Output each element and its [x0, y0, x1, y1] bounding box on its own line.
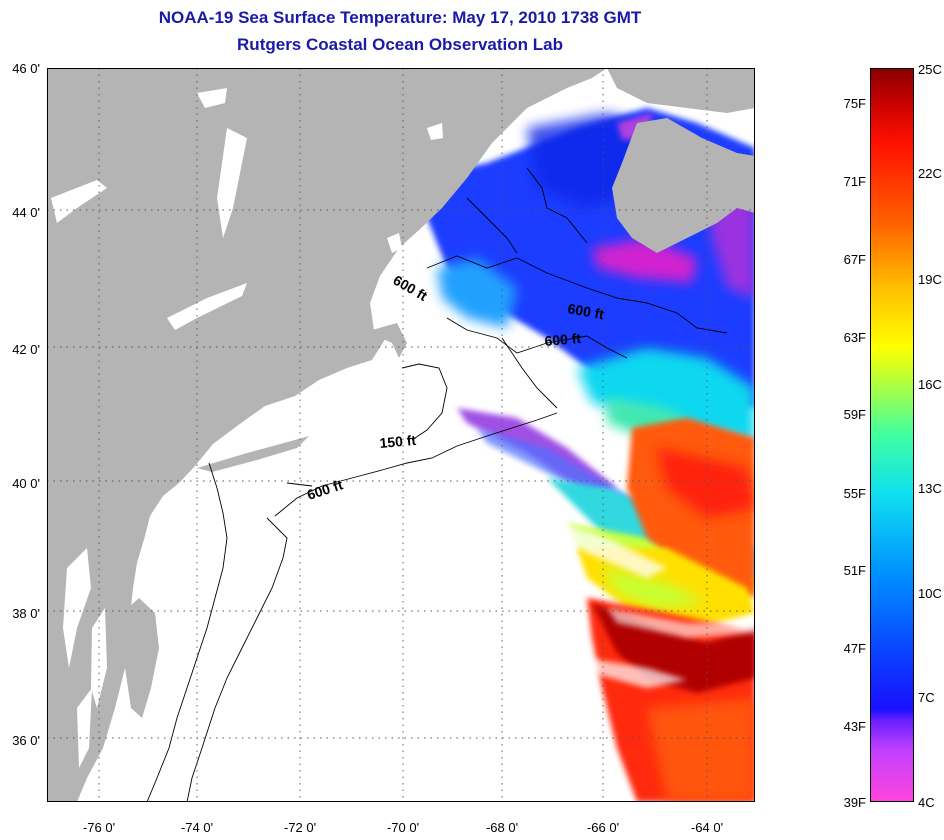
lat-label-44: 44 0' — [12, 205, 40, 220]
chart-title: NOAA-19 Sea Surface Temperature: May 17,… — [158, 8, 642, 27]
contour-label-150ft: 150 ft — [379, 432, 417, 451]
isobath-contours — [146, 167, 728, 802]
lon-label-66: -66 0' — [586, 820, 620, 835]
colorbar-label-63f: 63F — [843, 330, 866, 345]
colorbar-label-47f: 47F — [843, 641, 866, 656]
colorbar-label-10c: 10C — [918, 586, 942, 601]
lat-label-42: 42 0' — [12, 342, 40, 357]
lon-label-76: -76 0' — [82, 820, 116, 835]
lon-label-70: -70 0' — [386, 820, 420, 835]
sst-imagery — [417, 108, 755, 802]
colorbar-label-13c: 13C — [918, 481, 942, 496]
colorbar-label-7c: 7C — [918, 690, 935, 705]
land — [47, 68, 755, 802]
temperature-colorbar — [870, 68, 914, 802]
colorbar-label-22c: 22C — [918, 166, 942, 181]
colorbar-label-55f: 55F — [843, 486, 866, 501]
colorbar-label-59f: 59F — [843, 407, 866, 422]
lon-label-72: -72 0' — [283, 820, 317, 835]
graticule — [47, 68, 755, 802]
isobath-150ft-south — [146, 462, 228, 802]
colorbar-label-4c: 4C — [918, 795, 935, 810]
lat-label-36: 36 0' — [12, 733, 40, 748]
lat-label-40: 40 0' — [12, 476, 40, 491]
lon-label-74: -74 0' — [180, 820, 214, 835]
colorbar-label-51f: 51F — [843, 563, 866, 578]
colorbar-label-71f: 71F — [843, 174, 866, 189]
map-frame — [47, 68, 755, 802]
colorbar-label-67f: 67F — [843, 252, 866, 267]
colorbar-label-75f: 75F — [843, 96, 866, 111]
contour-label-600ft-3: 600 ft — [544, 330, 582, 349]
lon-label-64: -64 0' — [690, 820, 724, 835]
isobath-600ft-gom — [426, 255, 728, 334]
chart-subtitle: Rutgers Coastal Ocean Observation Lab — [237, 35, 563, 54]
colorbar-label-25c: 25C — [918, 62, 942, 77]
colorbar-label-19c: 19C — [918, 272, 942, 287]
lon-label-68: -68 0' — [485, 820, 519, 835]
inland-water — [51, 88, 443, 768]
contour-label-600ft-2: 600 ft — [566, 300, 605, 322]
sst-map[interactable]: 600 ft 600 ft 600 ft 150 ft 600 ft — [47, 68, 755, 802]
colorbar-label-43f: 43F — [843, 719, 866, 734]
colorbar-label-16c: 16C — [918, 377, 942, 392]
colorbar-label-39f: 39F — [843, 795, 866, 810]
lat-label-46: 46 0' — [12, 61, 40, 76]
lat-label-38: 38 0' — [12, 606, 40, 621]
